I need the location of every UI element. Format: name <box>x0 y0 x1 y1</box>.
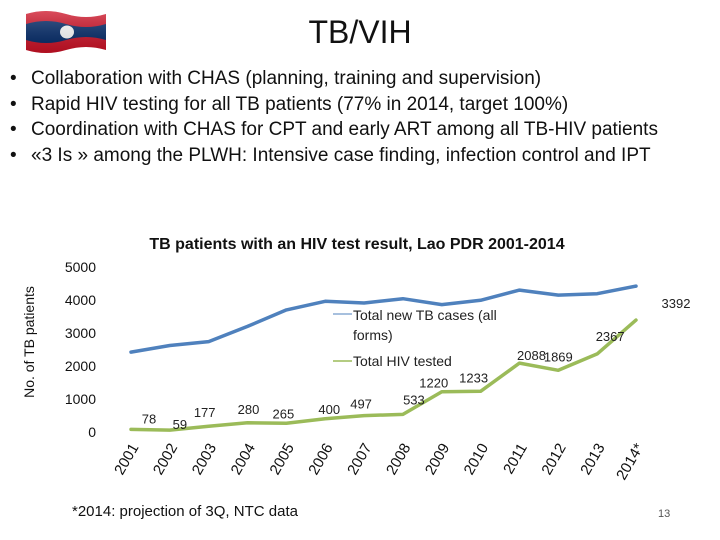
footnote: *2014: projection of 3Q, NTC data <box>72 503 298 520</box>
y-axis-label: No. of TB patients <box>21 286 37 398</box>
data-label: 78 <box>142 411 156 426</box>
series-line-total-tb <box>129 284 638 354</box>
x-tick-label: 2004 <box>228 441 259 478</box>
bullet-icon: • <box>10 68 17 89</box>
y-tick-label: 1000 <box>65 391 96 407</box>
x-tick-labels: 2001 2002 2003 2004 2005 2006 2007 2008 2009 2010… <box>111 440 647 483</box>
bullet-text: Coordination with CHAS for CPT and early… <box>31 119 658 140</box>
bullet-list: • Collaboration with CHAS (planning, trai… <box>10 66 658 168</box>
data-label: 280 <box>238 402 260 417</box>
x-tick-label: 2008 <box>383 441 414 478</box>
x-tick-label: 2006 <box>305 441 336 478</box>
data-label: 2367 <box>596 329 625 344</box>
data-label: 2088 <box>517 348 546 363</box>
y-tick-label: 2000 <box>65 358 96 374</box>
bullet-icon: • <box>10 93 17 115</box>
legend-label-total-tb-line1: Total new TB cases (all <box>353 307 497 323</box>
data-label: 1233 <box>459 370 488 385</box>
bullet-text: «3 Is » among the PLWH: Intensive case f… <box>31 144 651 166</box>
laos-flag-icon <box>26 11 106 53</box>
bullet-icon: • <box>10 144 17 166</box>
x-tick-label: 2005 <box>266 441 297 478</box>
bullet-icon: • <box>10 119 17 140</box>
data-label: 3392 <box>662 296 691 311</box>
data-label: 1220 <box>419 376 448 391</box>
x-tick-label: 2002 <box>150 441 181 478</box>
data-label: 497 <box>350 397 372 412</box>
y-tick-label: 0 <box>88 424 96 440</box>
legend-label-hiv-tested: Total HIV tested <box>353 353 452 369</box>
x-tick-label: 2003 <box>189 441 220 478</box>
x-tick-label: 2009 <box>422 441 453 478</box>
chart-title: TB patients with an HIV test result, Lao… <box>149 236 564 253</box>
series-line-hiv-tested <box>129 318 638 432</box>
x-tick-label: 2007 <box>344 441 375 478</box>
data-label: 400 <box>318 402 340 417</box>
y-tick-label: 3000 <box>65 325 96 341</box>
bullet-text: Collaboration with CHAS (planning, train… <box>31 68 542 89</box>
data-label: 1869 <box>544 349 573 364</box>
legend: Total new TB cases (all forms) Total HIV… <box>333 307 497 369</box>
bullet-item: • Rapid HIV testing for all TB patients (… <box>10 92 658 118</box>
bullet-item: • Collaboration with CHAS (planning, trai… <box>10 66 658 92</box>
y-tick-label: 5000 <box>65 259 96 275</box>
x-tick-label: 2013 <box>577 441 608 478</box>
x-tick-label: 2010 <box>461 440 492 477</box>
data-label: 177 <box>194 405 216 420</box>
data-label: 59 <box>173 417 187 432</box>
y-tick-labels: 0 1000 2000 3000 4000 5000 <box>65 259 96 440</box>
data-label: 533 <box>403 392 425 407</box>
x-tick-label: 2011 <box>500 441 531 477</box>
series-lines <box>129 284 638 432</box>
data-label: 265 <box>273 406 295 421</box>
x-tick-label: 2001 <box>111 441 142 478</box>
x-tick-label: 2014* <box>613 440 647 483</box>
page-number: 13 <box>658 508 671 520</box>
x-tick-label: 2012 <box>538 441 569 478</box>
bullet-item: • «3 Is » among the PLWH: Intensive case … <box>10 143 658 169</box>
legend-label-total-tb-line2: forms) <box>353 327 393 343</box>
bullet-text: Rapid HIV testing for all TB patients (7… <box>31 93 569 115</box>
bullet-item: • Coordination with CHAS for CPT and earl… <box>10 117 658 143</box>
y-tick-label: 4000 <box>65 292 96 308</box>
slide-title: TB/VIH <box>308 14 412 50</box>
